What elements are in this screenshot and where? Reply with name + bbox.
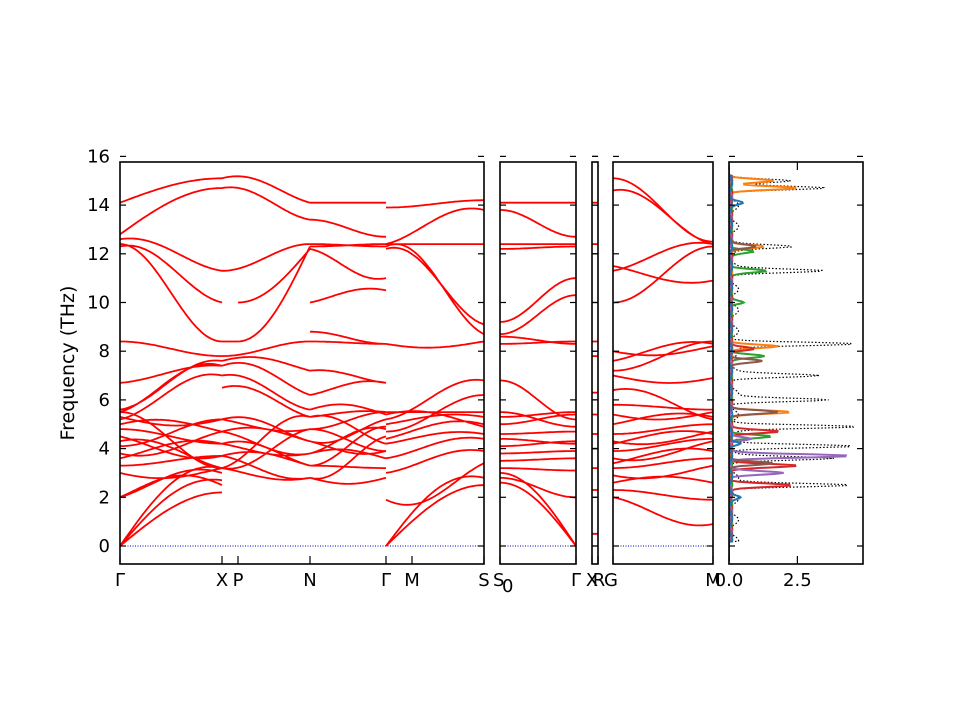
ytick-label: 4 [99,439,110,460]
xtick-label: M [705,570,721,591]
panel-frame-B [499,161,577,565]
ytick-label: 10 [87,293,110,314]
panel-frame-E [728,161,864,565]
xtick-label: N [303,570,316,591]
xtick-label: S [478,570,489,591]
xtick-label: X [216,570,228,591]
band-lines [120,175,713,547]
panel-frame-D [612,161,714,565]
dos-curves [729,166,855,561]
xtick-label: S [493,570,504,591]
band-panel-D [613,177,713,527]
dos-xtick-label: 0.0 [715,570,744,591]
ytick-label: 12 [87,244,110,265]
band-panel-B [500,201,576,547]
xtick-label: Γ [571,570,581,591]
y-axis-title: Frequency (THz) [57,286,79,441]
xtick-label: M [404,570,420,591]
ytick-label: 2 [99,487,110,508]
ytick-label: 14 [87,195,110,216]
ytick-label: 6 [99,390,110,411]
panel-frame-C [591,161,599,565]
panel-frame-A [119,161,485,565]
ytick-label: 16 [87,146,110,167]
dos-xtick-label: 2.5 [783,570,812,591]
tick-marks [119,155,863,564]
xtick-label: R [593,570,606,591]
band-panel-A [120,175,484,547]
ytick-label: 0 [99,536,110,557]
xtick-label: Γ [381,570,391,591]
xtick-label: X [586,570,598,591]
xtick-label: Γ [115,570,125,591]
dos-series-5 [729,166,779,561]
xtick-label: G [604,570,618,591]
xtick-label: P [233,570,244,591]
xtick-label: 0 [502,576,513,597]
ytick-label: 8 [99,341,110,362]
panel-frames [119,161,864,565]
band-panel-C [592,201,598,535]
